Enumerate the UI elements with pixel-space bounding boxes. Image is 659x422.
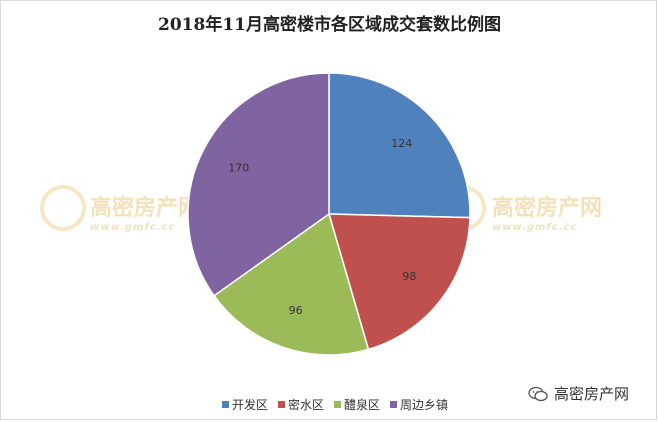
- legend-label: 醴泉区: [344, 398, 381, 412]
- legend-item-2: 密水区: [278, 396, 324, 413]
- pie-slice-1: [328, 72, 471, 219]
- legend-swatch: [222, 401, 229, 408]
- legend-item-1: 开发区: [222, 396, 268, 413]
- legend-item-3: 醴泉区: [334, 396, 380, 413]
- chart-legend: 开发区 密水区 醴泉区 周边乡镇: [222, 396, 448, 413]
- data-label-2: 98: [402, 270, 416, 283]
- pie-slice-2: [327, 213, 471, 351]
- legend-swatch: [390, 401, 398, 408]
- legend-label: 开发区: [232, 398, 269, 412]
- watermark-logo-left: [40, 185, 86, 231]
- wechat-account: 高密房产网: [528, 383, 629, 404]
- legend-swatch: [334, 401, 342, 408]
- legend-swatch: [278, 401, 286, 408]
- legend-item-4: 周边乡镇: [390, 396, 448, 413]
- data-label-4: 170: [228, 161, 249, 174]
- pie-slice-4: [187, 72, 330, 297]
- legend-label: 密水区: [288, 398, 325, 412]
- wechat-account-name: 高密房产网: [554, 385, 630, 403]
- pie-slice-3: [213, 212, 370, 356]
- data-label-3: 96: [289, 304, 303, 317]
- wechat-icon: [528, 386, 548, 402]
- chart-title: 2018年11月高密楼市各区域成交套数比例图: [158, 15, 501, 35]
- data-label-1: 124: [391, 137, 412, 150]
- legend-label: 周边乡镇: [400, 398, 449, 412]
